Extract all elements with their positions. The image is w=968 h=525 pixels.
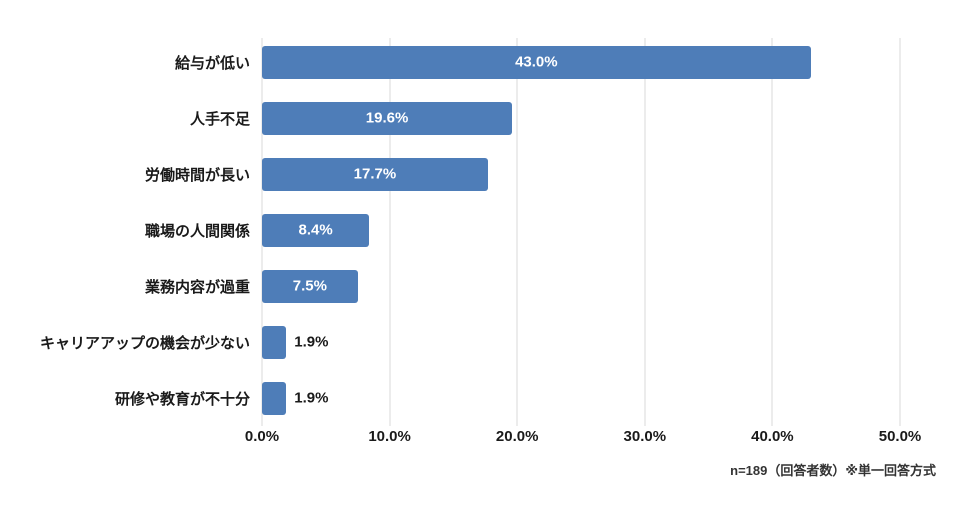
gridline — [644, 38, 646, 426]
bar-track: 7.5% — [262, 269, 900, 303]
value-label: 17.7% — [353, 165, 397, 183]
category-label: キャリアアップの機会が少ない — [39, 334, 250, 352]
gridline — [899, 38, 901, 426]
category-label: 研修や教育が不十分 — [114, 390, 250, 408]
category-label: 業務内容が過重 — [144, 278, 250, 296]
chart-row: 給与が低い 43.0% — [0, 34, 968, 90]
value-label: 1.9% — [294, 333, 329, 351]
gridline — [516, 38, 518, 426]
chart-row: 研修や教育が不十分 1.9% — [0, 370, 968, 426]
category-label: 労働時間が長い — [144, 166, 250, 184]
bar-track: 17.7% — [262, 157, 900, 191]
bar-track: 43.0% — [262, 45, 900, 79]
chart-row: 労働時間が長い 17.7% — [0, 146, 968, 202]
bar — [262, 381, 287, 415]
x-axis: 0.0% 10.0% 20.0% 30.0% 40.0% 50.0% — [245, 428, 921, 448]
bar-track: 1.9% — [262, 325, 900, 359]
bar-track: 1.9% — [262, 381, 900, 415]
category-label: 人手不足 — [189, 110, 250, 128]
x-axis-tick: 0.0% — [244, 428, 280, 445]
chart-row: キャリアアップの機会が少ない 1.9% — [0, 314, 968, 370]
bar — [262, 269, 358, 303]
bar — [262, 157, 488, 191]
gridline — [389, 38, 391, 426]
category-label: 給与が低い — [174, 54, 250, 72]
x-axis-tick: 30.0% — [623, 428, 667, 445]
x-axis-tick: 20.0% — [495, 428, 539, 445]
chart-rows: 給与が低い 43.0% 人手不足 19.6% 労働時間が長い 17.7% 職場の人間関係 8.… — [0, 34, 968, 426]
category-label: 職場の人間関係 — [144, 222, 250, 240]
gridline — [771, 38, 773, 426]
chart-row: 業務内容が過重 7.5% — [0, 258, 968, 314]
bar — [262, 45, 811, 79]
bar-track: 19.6% — [262, 101, 900, 135]
x-axis-tick: 40.0% — [751, 428, 794, 445]
chart-row: 職場の人間関係 8.4% — [0, 202, 968, 258]
bar — [262, 325, 287, 359]
chart-row: 人手不足 19.6% — [0, 90, 968, 146]
bar-track: 8.4% — [262, 213, 900, 247]
value-label: 8.4% — [298, 221, 333, 239]
bar — [262, 101, 513, 135]
value-label: 19.6% — [365, 109, 409, 127]
chart-note: n=189（回答者数）※単一回答方式 — [730, 463, 936, 478]
value-label: 1.9% — [294, 389, 329, 407]
x-axis-tick: 10.0% — [368, 428, 411, 445]
bar — [262, 213, 370, 247]
x-axis-tick: 50.0% — [878, 428, 922, 445]
value-label: 7.5% — [292, 277, 327, 295]
value-label: 43.0% — [515, 53, 558, 71]
